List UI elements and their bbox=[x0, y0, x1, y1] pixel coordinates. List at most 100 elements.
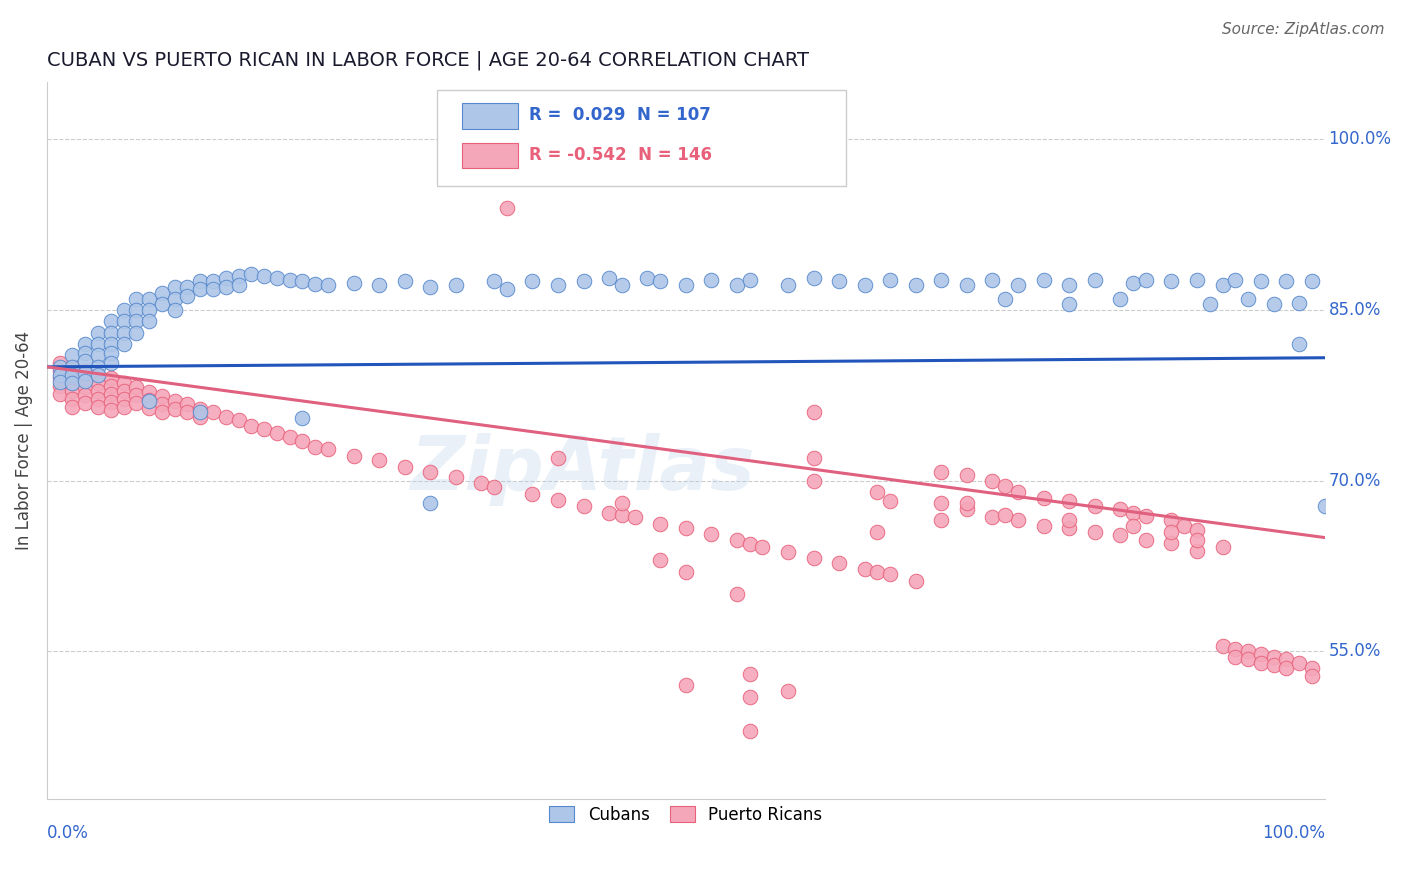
Point bbox=[100, 403, 122, 417]
Point bbox=[278, 430, 301, 444]
Legend: Cubans, Puerto Ricans: Cubans, Puerto Ricans bbox=[543, 799, 828, 830]
Point bbox=[188, 283, 211, 297]
Point bbox=[522, 275, 544, 289]
Point bbox=[956, 467, 979, 482]
Point bbox=[598, 506, 620, 520]
Point bbox=[201, 275, 224, 289]
Point bbox=[650, 516, 672, 531]
Point bbox=[1225, 642, 1247, 657]
Point bbox=[981, 474, 1004, 488]
Point bbox=[125, 302, 148, 317]
Point bbox=[176, 280, 198, 294]
Point bbox=[75, 364, 97, 378]
Text: Source: ZipAtlas.com: Source: ZipAtlas.com bbox=[1222, 22, 1385, 37]
Text: 85.0%: 85.0% bbox=[1329, 301, 1381, 319]
Point bbox=[1198, 297, 1220, 311]
Point bbox=[1211, 277, 1233, 292]
Text: 100.0%: 100.0% bbox=[1329, 130, 1392, 148]
Point bbox=[1057, 521, 1080, 535]
Point bbox=[48, 356, 70, 370]
Point bbox=[100, 346, 122, 360]
Point bbox=[1250, 275, 1272, 289]
Point bbox=[201, 283, 224, 297]
Point bbox=[1032, 273, 1054, 287]
Point bbox=[62, 359, 84, 374]
Point bbox=[610, 496, 633, 510]
Point bbox=[100, 395, 122, 409]
Point bbox=[1084, 273, 1107, 287]
Point bbox=[253, 422, 276, 436]
Point bbox=[188, 401, 211, 416]
Text: 70.0%: 70.0% bbox=[1329, 472, 1381, 490]
Point bbox=[866, 565, 889, 579]
Point bbox=[1288, 337, 1310, 351]
Point bbox=[394, 460, 416, 475]
Point bbox=[444, 277, 467, 292]
Point bbox=[700, 273, 723, 287]
Point bbox=[1122, 506, 1144, 520]
Point bbox=[1007, 485, 1029, 500]
Point bbox=[75, 346, 97, 360]
Point bbox=[1160, 275, 1182, 289]
Point bbox=[419, 465, 441, 479]
Point bbox=[1225, 273, 1247, 287]
Point bbox=[125, 314, 148, 328]
Point bbox=[1007, 277, 1029, 292]
Point bbox=[48, 379, 70, 393]
Point bbox=[100, 337, 122, 351]
Point bbox=[48, 368, 70, 382]
Point bbox=[1263, 658, 1285, 673]
Point bbox=[138, 392, 160, 407]
Point bbox=[100, 371, 122, 385]
Point bbox=[419, 496, 441, 510]
Point bbox=[188, 275, 211, 289]
Point bbox=[470, 475, 492, 490]
Point bbox=[931, 273, 953, 287]
Point bbox=[931, 465, 953, 479]
Point bbox=[125, 326, 148, 340]
Point bbox=[1160, 513, 1182, 527]
Point bbox=[266, 271, 288, 285]
Point bbox=[1160, 536, 1182, 550]
Point bbox=[87, 392, 110, 406]
Point bbox=[675, 277, 697, 292]
Point bbox=[138, 292, 160, 306]
Point bbox=[675, 521, 697, 535]
Point bbox=[598, 271, 620, 285]
Point bbox=[75, 372, 97, 386]
Point bbox=[112, 302, 135, 317]
Point bbox=[776, 684, 799, 698]
Point bbox=[75, 380, 97, 394]
Point bbox=[1135, 508, 1157, 523]
Point bbox=[150, 405, 173, 419]
Point bbox=[112, 392, 135, 406]
Point bbox=[291, 275, 314, 289]
Point bbox=[482, 275, 505, 289]
Point bbox=[125, 396, 148, 410]
Point bbox=[228, 413, 250, 427]
Point bbox=[828, 275, 851, 289]
Point bbox=[1288, 296, 1310, 310]
Point bbox=[866, 485, 889, 500]
Point bbox=[1237, 292, 1260, 306]
Point bbox=[1135, 273, 1157, 287]
Point bbox=[87, 349, 110, 363]
Point bbox=[100, 387, 122, 401]
Point bbox=[163, 280, 186, 294]
Text: ZipAtlas: ZipAtlas bbox=[412, 433, 756, 506]
Point bbox=[278, 273, 301, 287]
Point bbox=[163, 394, 186, 409]
Point bbox=[138, 394, 160, 409]
Point bbox=[1084, 524, 1107, 539]
Point bbox=[163, 401, 186, 416]
Point bbox=[1263, 650, 1285, 665]
Point bbox=[1313, 499, 1336, 513]
Point bbox=[738, 667, 761, 681]
Point bbox=[956, 277, 979, 292]
Point bbox=[1301, 661, 1323, 675]
Point bbox=[125, 388, 148, 402]
Point bbox=[100, 356, 122, 370]
Point bbox=[100, 379, 122, 393]
Point bbox=[1122, 519, 1144, 533]
Point bbox=[62, 359, 84, 374]
